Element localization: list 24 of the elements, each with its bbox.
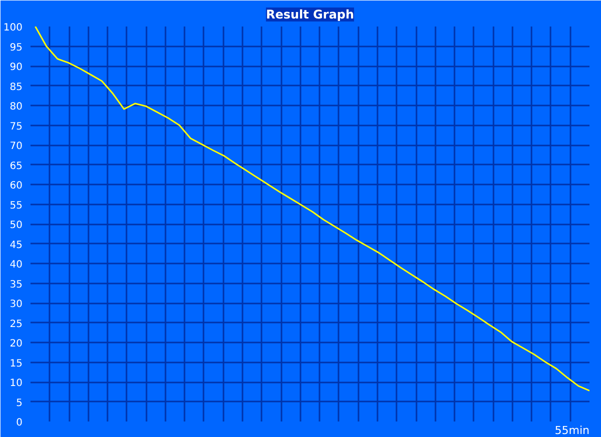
chart-title: Result Graph [266,8,354,22]
y-tick-label: 30 [10,299,23,310]
y-tick-label: 15 [10,358,23,370]
y-tick-label: 100 [3,22,23,34]
y-tick-label: 85 [10,82,23,93]
y-tick-label: 10 [10,378,23,389]
line-series [34,26,590,392]
y-tick-label: 40 [10,260,23,270]
y-tick-label: 50 [10,220,23,231]
y-tick-label: 95 [10,42,23,54]
y-tick-label: 35 [10,279,23,290]
y-tick-label: 80 [10,102,23,112]
y-tick-label: 60 [10,180,23,192]
y-tick-label: 45 [10,240,23,251]
y-tick-label: 25 [10,318,23,330]
y-tick-label: 75 [10,121,23,132]
y-tick-label: 65 [10,160,23,172]
y-tick-label: 5 [16,398,23,409]
y-tick-label: 20 [10,338,23,350]
y-tick-label: 70 [10,141,23,152]
y-tick-label: 0 [16,418,23,428]
y-tick-label: 90 [10,62,23,73]
y-tick-label: 55 [10,200,23,212]
text: 55min [554,424,590,437]
